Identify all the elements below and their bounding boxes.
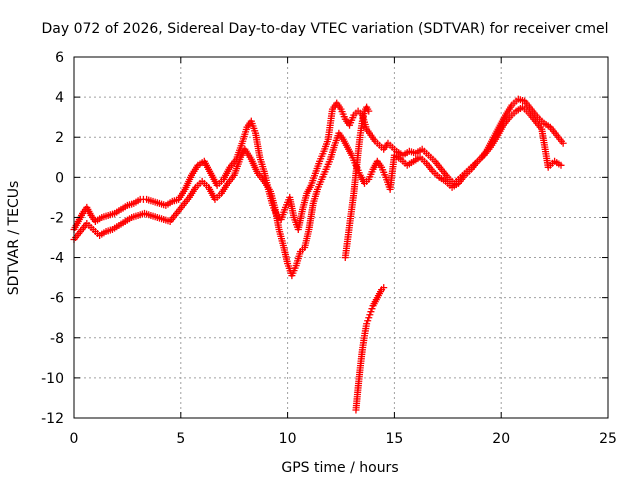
series-SDTVAR-b xyxy=(70,103,565,280)
data-series xyxy=(70,95,567,414)
data-point xyxy=(363,320,371,328)
data-point xyxy=(557,161,565,169)
grid-lines xyxy=(74,57,608,418)
series-SDTVAR-a xyxy=(70,95,567,233)
data-point xyxy=(365,107,373,115)
y-tick-label-7: 2 xyxy=(55,130,64,146)
data-point-trail xyxy=(364,317,372,325)
data-point-trail xyxy=(366,311,374,319)
x-tick-label-2: 10 xyxy=(279,431,297,447)
chart-title: Day 072 of 2026, Sidereal Day-to-day VTE… xyxy=(41,21,608,37)
x-tick-label-3: 15 xyxy=(385,431,403,447)
x-tick-label-1: 5 xyxy=(176,431,185,447)
data-point xyxy=(559,139,567,147)
data-point xyxy=(365,314,373,322)
x-tick-label-5: 25 xyxy=(599,431,617,447)
y-tick-label-6: 0 xyxy=(55,170,64,186)
x-tick-label-4: 20 xyxy=(492,431,510,447)
y-tick-label-2: -8 xyxy=(50,331,64,347)
data-point xyxy=(380,284,388,292)
data-point-trail xyxy=(368,305,376,313)
series-SDTVAR-d xyxy=(341,103,373,262)
x-axis-label: GPS time / hours xyxy=(281,460,398,476)
y-tick-label-0: -12 xyxy=(41,411,64,427)
series-SDTVAR-c xyxy=(352,284,388,414)
y-tick-label-8: 4 xyxy=(55,90,64,106)
axis-ticks: 0 5 10 15 20 25 -12 -10 -8 -6 -4 -2 0 2 4 6 xyxy=(41,50,617,447)
y-axis-label: SDTVAR / TECUs xyxy=(6,181,22,296)
y-tick-label-4: -4 xyxy=(50,251,64,267)
x-tick-label-0: 0 xyxy=(70,431,79,447)
y-tick-label-9: 6 xyxy=(55,50,64,66)
y-tick-label-1: -10 xyxy=(41,371,64,387)
plot-frame xyxy=(73,56,609,419)
y-tick-label-5: -2 xyxy=(50,210,64,226)
y-tick-label-3: -6 xyxy=(50,291,64,307)
data-point xyxy=(367,308,375,316)
